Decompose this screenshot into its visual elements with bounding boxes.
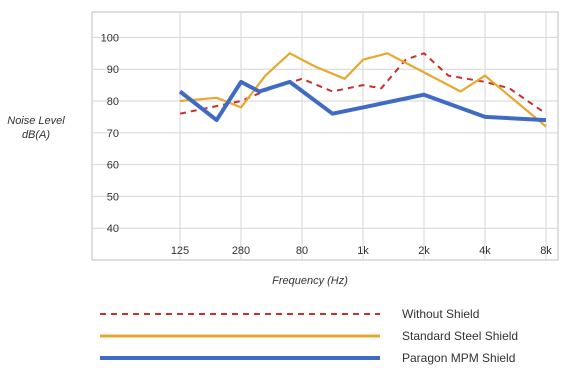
plot-frame [91, 11, 559, 261]
legend-label-standard-steel-shield: Standard Steel Shield [402, 329, 518, 343]
y-axis-title-line2: dB(A) [22, 129, 50, 141]
x-tick-label: 280 [232, 245, 250, 257]
y-axis-title-line1: Noise Level [7, 115, 65, 127]
series-lines [178, 52, 547, 128]
y-tick-label: 50 [107, 191, 119, 203]
x-axis-title: Frequency (Hz) [272, 275, 348, 287]
y-tick-label: 40 [107, 223, 119, 235]
x-tick-label: 8k [540, 245, 552, 257]
legend-label-paragon-mpm-shield: Paragon MPM Shield [402, 351, 515, 365]
x-tick-labels: 125 280 80 1k 2k 4k 8k [171, 245, 552, 257]
y-tick-label: 80 [107, 96, 119, 108]
y-tick-label: 70 [107, 128, 119, 140]
legend: Without Shield Standard Steel Shield Par… [100, 307, 518, 365]
x-tick-label: 2k [418, 245, 430, 257]
x-tick-label: 1k [357, 245, 369, 257]
y-tick-label: 60 [107, 160, 119, 172]
x-tick-label: 4k [479, 245, 491, 257]
series-line-paragon-mpm-shield [178, 79, 547, 123]
y-tick-labels: 40 50 60 70 80 90 100 [101, 32, 119, 235]
x-tick-label: 125 [171, 245, 189, 257]
y-tick-label: 90 [107, 64, 119, 76]
y-tick-label: 100 [101, 32, 119, 44]
series-line-standard-steel-shield [179, 52, 547, 128]
x-tick-label: 80 [296, 245, 308, 257]
series-line-without-shield [179, 52, 547, 115]
legend-label-without-shield: Without Shield [402, 307, 479, 321]
